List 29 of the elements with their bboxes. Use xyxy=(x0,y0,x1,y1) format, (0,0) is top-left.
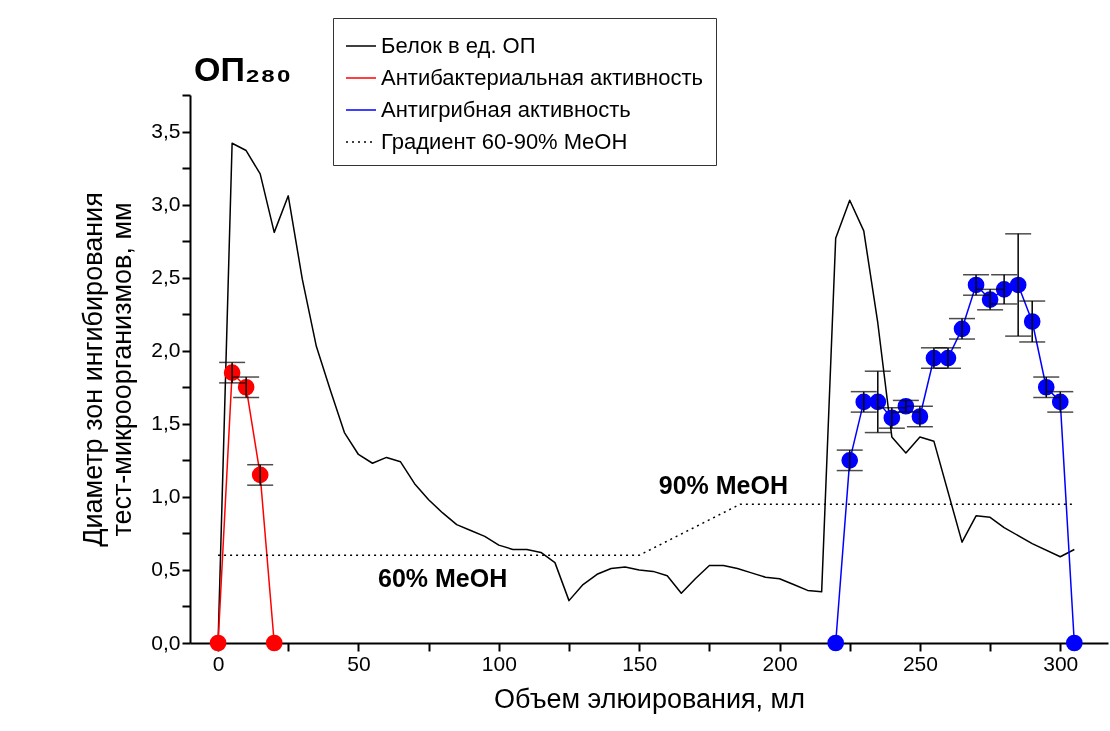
legend-label: Белок в ед. ОП xyxy=(381,33,536,58)
y-tick-label: 0,0 xyxy=(151,630,181,654)
annotation: 90% MeOH xyxy=(658,470,788,499)
point xyxy=(209,634,227,652)
text: ОП₂₈₀ xyxy=(194,50,292,88)
point xyxy=(827,634,845,652)
legend-label: Антибактериальная активность xyxy=(381,65,704,90)
point xyxy=(265,634,283,652)
y-tick-label: 1,5 xyxy=(151,411,181,435)
y-tick-label: 1,0 xyxy=(151,484,181,508)
x-tick-label: 150 xyxy=(622,651,658,675)
y-tick-label: 2,0 xyxy=(151,338,181,362)
point xyxy=(841,452,859,469)
y-tick-label: 0,5 xyxy=(151,557,181,581)
x-tick-label: 100 xyxy=(481,651,517,675)
x-axis-title: Объем элюирования, мл xyxy=(494,683,805,714)
y-tick-label: 2,5 xyxy=(151,265,181,289)
x-tick-label: 300 xyxy=(1043,651,1079,675)
y-tick-label: 3,0 xyxy=(151,192,181,216)
x-tick-label: 50 xyxy=(347,651,371,675)
x-tick-label: 200 xyxy=(762,651,798,675)
point xyxy=(1065,634,1083,652)
legend-label: Градиент 60-90% MeOH xyxy=(381,129,628,154)
annotation: 60% MeOH xyxy=(378,564,508,593)
x-tick-label: 0 xyxy=(212,651,225,675)
legend-label: Антигрибная активность xyxy=(381,97,631,122)
y-tick-label: 3,5 xyxy=(151,119,181,143)
y-axis-title: Диаметр зон ингибирования тест-микроорганизмов, мм xyxy=(78,192,138,547)
x-tick-label: 250 xyxy=(902,651,938,675)
